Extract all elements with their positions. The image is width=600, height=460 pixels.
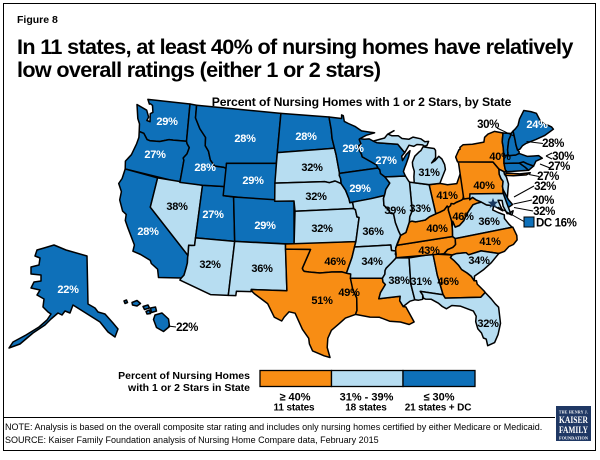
svg-text:22%: 22% — [57, 284, 79, 296]
svg-text:46%: 46% — [437, 276, 459, 288]
svg-text:30%: 30% — [552, 151, 574, 163]
svg-text:28%: 28% — [137, 226, 159, 238]
svg-text:29%: 29% — [156, 116, 178, 128]
svg-text:KAISER: KAISER — [559, 415, 588, 425]
svg-text:≥ 40%: ≥ 40% — [279, 392, 310, 404]
svg-text:30%: 30% — [477, 119, 499, 131]
svg-text:32%: 32% — [305, 191, 327, 203]
svg-text:≤ 30%: ≤ 30% — [423, 392, 454, 404]
svg-text:43%: 43% — [418, 245, 440, 257]
svg-text:38%: 38% — [166, 201, 188, 213]
svg-text:24%: 24% — [526, 119, 548, 131]
svg-text:FAMILY: FAMILY — [559, 425, 588, 435]
svg-text:22%: 22% — [176, 322, 198, 334]
svg-text:29%: 29% — [349, 183, 371, 195]
svg-text:27%: 27% — [144, 149, 166, 161]
svg-text:31% - 39%: 31% - 39% — [340, 392, 394, 404]
svg-text:DC 16%: DC 16% — [536, 218, 577, 230]
svg-text:27%: 27% — [375, 155, 397, 167]
svg-text:11 states: 11 states — [274, 403, 315, 414]
svg-text:39%: 39% — [384, 205, 406, 217]
svg-text:33%: 33% — [409, 203, 431, 215]
svg-text:41%: 41% — [479, 236, 501, 248]
svg-text:34%: 34% — [361, 256, 383, 268]
svg-text:36%: 36% — [251, 263, 273, 275]
svg-text:36%: 36% — [478, 216, 500, 228]
svg-text:THE HENRY J.: THE HENRY J. — [559, 411, 588, 415]
svg-text:31%: 31% — [410, 276, 432, 288]
svg-text:32%: 32% — [477, 318, 499, 330]
svg-text:36%: 36% — [362, 226, 384, 238]
svg-text:40%: 40% — [426, 223, 448, 235]
svg-text:32%: 32% — [534, 181, 556, 193]
svg-text:49%: 49% — [338, 287, 360, 299]
svg-text:40%: 40% — [489, 151, 511, 163]
svg-text:28%: 28% — [542, 138, 564, 150]
svg-text:41%: 41% — [436, 190, 458, 202]
svg-text:46%: 46% — [452, 211, 474, 223]
svg-text:21 states + DC: 21 states + DC — [405, 403, 472, 414]
svg-text:29%: 29% — [242, 175, 264, 187]
svg-text:27%: 27% — [548, 161, 570, 173]
svg-text:20%: 20% — [532, 195, 554, 207]
svg-text:29%: 29% — [342, 143, 364, 155]
svg-text:FOUNDATION: FOUNDATION — [559, 435, 589, 440]
svg-text:27%: 27% — [537, 171, 559, 183]
svg-text:31%: 31% — [418, 167, 440, 179]
svg-text:46%: 46% — [324, 256, 346, 268]
svg-text:51%: 51% — [311, 295, 333, 307]
svg-text:38%: 38% — [388, 275, 410, 287]
svg-text:34%: 34% — [468, 255, 490, 267]
svg-text:28%: 28% — [295, 131, 317, 143]
svg-text:32%: 32% — [199, 259, 221, 271]
svg-text:32%: 32% — [311, 223, 333, 235]
svg-text:28%: 28% — [194, 162, 216, 174]
svg-text:29%: 29% — [254, 220, 276, 232]
svg-text:32%: 32% — [533, 206, 555, 218]
svg-text:28%: 28% — [234, 133, 256, 145]
svg-text:27%: 27% — [202, 209, 224, 221]
svg-text:32%: 32% — [301, 162, 323, 174]
svg-text:40%: 40% — [473, 180, 495, 192]
svg-text:18 states: 18 states — [345, 403, 387, 414]
